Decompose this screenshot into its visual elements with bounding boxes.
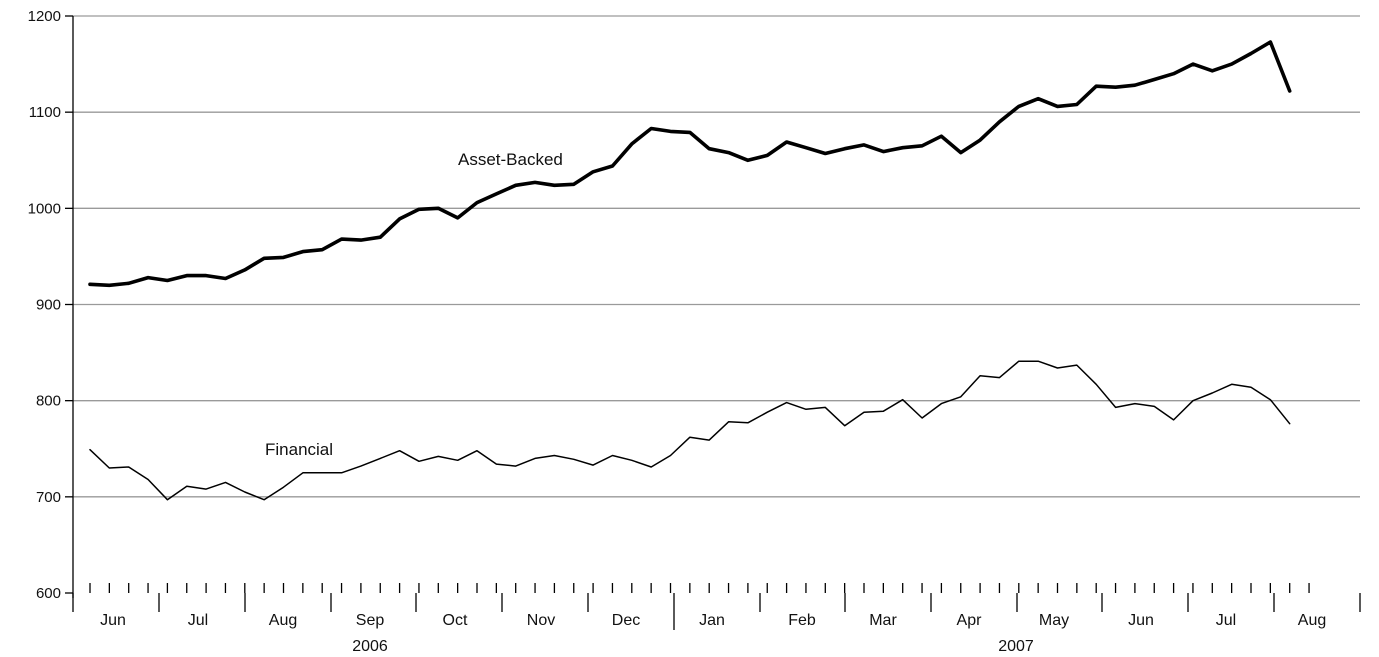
y-tick-label: 800 (36, 393, 61, 410)
x-ticks: Jun Jul Aug Sep Oct Nov Dec Jan Feb Mar Apr May Jun J… (72, 583, 1361, 655)
y-tick-label: 1200 (28, 8, 61, 25)
x-month-label: Jun (100, 612, 126, 629)
series-line-financial (89, 360, 1291, 501)
x-year-label: 2007 (998, 638, 1034, 655)
x-month-label: Jul (188, 612, 208, 629)
series-line-asset-backed (88, 40, 1292, 288)
x-month-label: Dec (612, 612, 640, 629)
x-month-label: Oct (443, 612, 468, 629)
x-month-label: Feb (788, 612, 816, 629)
x-month-label: Aug (269, 612, 297, 629)
y-tick-label: 700 (36, 489, 61, 506)
x-month-label: May (1039, 612, 1069, 629)
x-month-label: Aug (1298, 612, 1326, 629)
y-tick-label: 1000 (28, 200, 61, 217)
series-label-asset-backed: Asset-Backed (458, 150, 563, 169)
gridlines (65, 15, 1360, 594)
series-labels: Asset-Backed Financial (265, 150, 563, 459)
x-month-label: Apr (957, 612, 983, 629)
y-tick-label: 600 (36, 585, 61, 602)
series-lines (88, 40, 1292, 501)
x-month-label: Jun (1128, 612, 1154, 629)
y-tick-label: 900 (36, 297, 61, 314)
x-month-label: Mar (869, 612, 897, 629)
y-tick-labels: 600 700 800 900 1000 1100 1200 (28, 8, 61, 602)
x-month-label: Jan (699, 612, 725, 629)
y-tick-label: 1100 (29, 104, 61, 121)
series-label-financial: Financial (265, 440, 333, 459)
x-month-label: Sep (356, 612, 385, 629)
x-month-label: Nov (527, 612, 555, 629)
x-month-label: Jul (1216, 612, 1236, 629)
x-year-label: 2006 (352, 638, 388, 655)
